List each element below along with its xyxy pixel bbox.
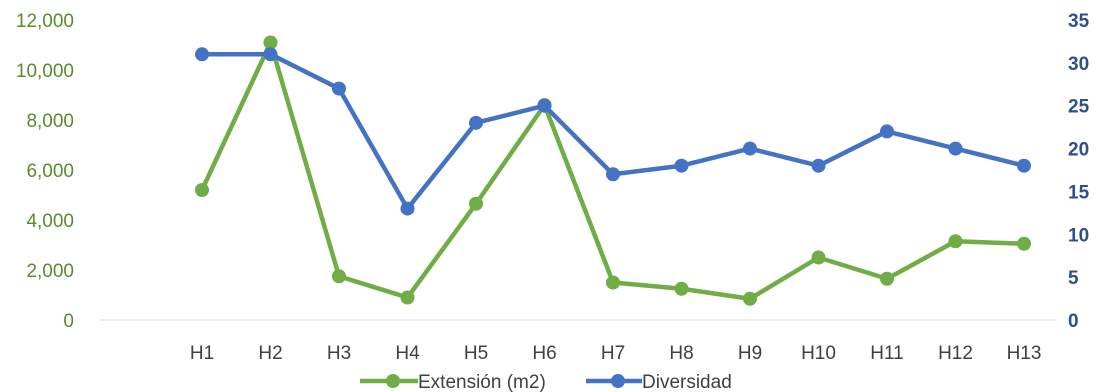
series-1-point <box>880 271 894 286</box>
x-tick-label: H6 <box>532 343 556 364</box>
series-2-point <box>195 47 209 62</box>
series-1-point <box>948 234 963 249</box>
series-1-point <box>400 290 415 305</box>
y-right-tick-label: 15 <box>1068 182 1090 203</box>
legend-label-1: Extensión (m2) <box>418 372 546 392</box>
x-tick-label: H3 <box>327 343 351 364</box>
series-2-point <box>469 115 483 130</box>
series-2-point <box>743 141 757 156</box>
x-tick-label: H9 <box>738 343 762 364</box>
y-right-tick-label: 30 <box>1068 54 1089 75</box>
x-tick-label: H1 <box>190 343 214 364</box>
y-left-tick-label: 12,000 <box>16 11 74 32</box>
series-1-point <box>743 291 757 306</box>
legend-label-2: Diversidad <box>642 372 732 392</box>
x-tick-label: H13 <box>1007 343 1042 364</box>
y-left-tick-label: 6,000 <box>26 161 74 182</box>
y-right-tick-label: 5 <box>1068 268 1079 289</box>
series-1-point <box>674 281 689 296</box>
y-right-tick-label: 0 <box>1068 311 1079 332</box>
series-layer <box>195 35 1031 306</box>
series-2-point <box>263 47 278 62</box>
x-tick-label: H2 <box>258 343 282 364</box>
legend-marker-2 <box>611 374 625 388</box>
x-tick-label: H12 <box>938 343 973 364</box>
y-left-tick-label: 10,000 <box>16 61 74 82</box>
series-2-point <box>537 98 552 113</box>
x-tick-label: H10 <box>801 343 836 364</box>
y-left-tick-label: 4,000 <box>26 211 74 232</box>
series-1-point <box>1017 236 1031 251</box>
y-left-tick-label: 2,000 <box>26 261 74 282</box>
y-left-tick-label: 8,000 <box>26 111 74 132</box>
series-2-point <box>811 158 826 173</box>
x-tick-label: H8 <box>669 343 693 364</box>
series-2-point <box>1017 158 1031 173</box>
legend: Extensión (m2) Diversidad <box>360 372 732 392</box>
series-line-2 <box>199 52 1027 211</box>
y-right-tick-label: 25 <box>1068 97 1090 118</box>
series-2-point <box>400 201 415 216</box>
series-1-point <box>332 269 346 284</box>
series-2-point <box>332 81 346 96</box>
series-1-point <box>606 275 620 290</box>
series-2-point <box>948 141 963 156</box>
series-2-point <box>880 124 894 139</box>
y-right-tick-label: 20 <box>1068 140 1089 161</box>
series-1-point <box>195 183 209 197</box>
x-tick-label: H11 <box>870 343 903 364</box>
series-2-point <box>674 158 689 173</box>
x-tick-label: H7 <box>601 343 625 364</box>
series-1-point <box>263 35 278 50</box>
series-1-point <box>469 196 483 211</box>
y-left-tick-label: 0 <box>63 311 74 332</box>
series-2-point <box>606 167 620 182</box>
series-1-point <box>811 250 826 265</box>
axes-group: 0 2,000 4,000 6,000 8,000 10,000 12,000 0 5 10 15 2… <box>16 11 1090 364</box>
x-tick-label: H5 <box>464 343 488 364</box>
y-right-tick-label: 35 <box>1068 11 1090 32</box>
legend-marker-1 <box>386 374 400 388</box>
x-tick-label: H4 <box>395 343 420 364</box>
y-right-tick-label: 10 <box>1068 225 1089 246</box>
